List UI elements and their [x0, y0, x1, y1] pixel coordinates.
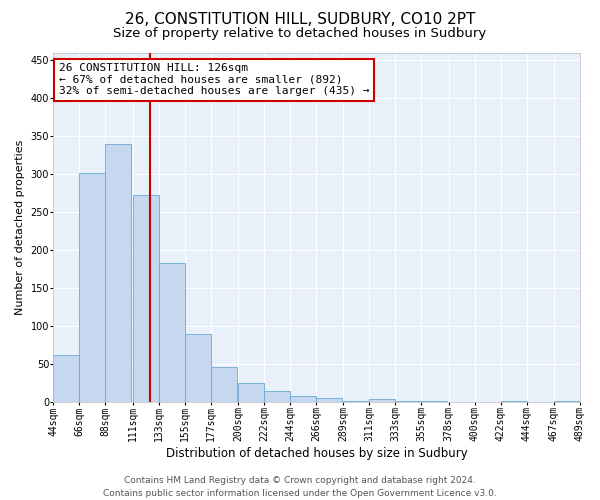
Text: Contains HM Land Registry data © Crown copyright and database right 2024.
Contai: Contains HM Land Registry data © Crown c…	[103, 476, 497, 498]
Bar	[53, 355, 79, 402]
Bar	[343, 400, 370, 402]
Text: Size of property relative to detached houses in Sudbury: Size of property relative to detached ho…	[113, 28, 487, 40]
Bar	[133, 194, 158, 402]
Bar	[211, 367, 237, 402]
Bar	[185, 334, 211, 402]
Y-axis label: Number of detached properties: Number of detached properties	[15, 140, 25, 315]
Bar	[316, 398, 342, 402]
Bar	[238, 383, 264, 402]
Bar	[158, 263, 185, 402]
Bar	[370, 399, 395, 402]
Bar	[264, 390, 290, 402]
Bar	[79, 174, 106, 402]
Bar	[290, 396, 316, 402]
Bar	[106, 144, 131, 402]
Text: 26, CONSTITUTION HILL, SUDBURY, CO10 2PT: 26, CONSTITUTION HILL, SUDBURY, CO10 2PT	[125, 12, 475, 28]
X-axis label: Distribution of detached houses by size in Sudbury: Distribution of detached houses by size …	[166, 447, 467, 460]
Text: 26 CONSTITUTION HILL: 126sqm
← 67% of detached houses are smaller (892)
32% of s: 26 CONSTITUTION HILL: 126sqm ← 67% of de…	[59, 63, 369, 96]
